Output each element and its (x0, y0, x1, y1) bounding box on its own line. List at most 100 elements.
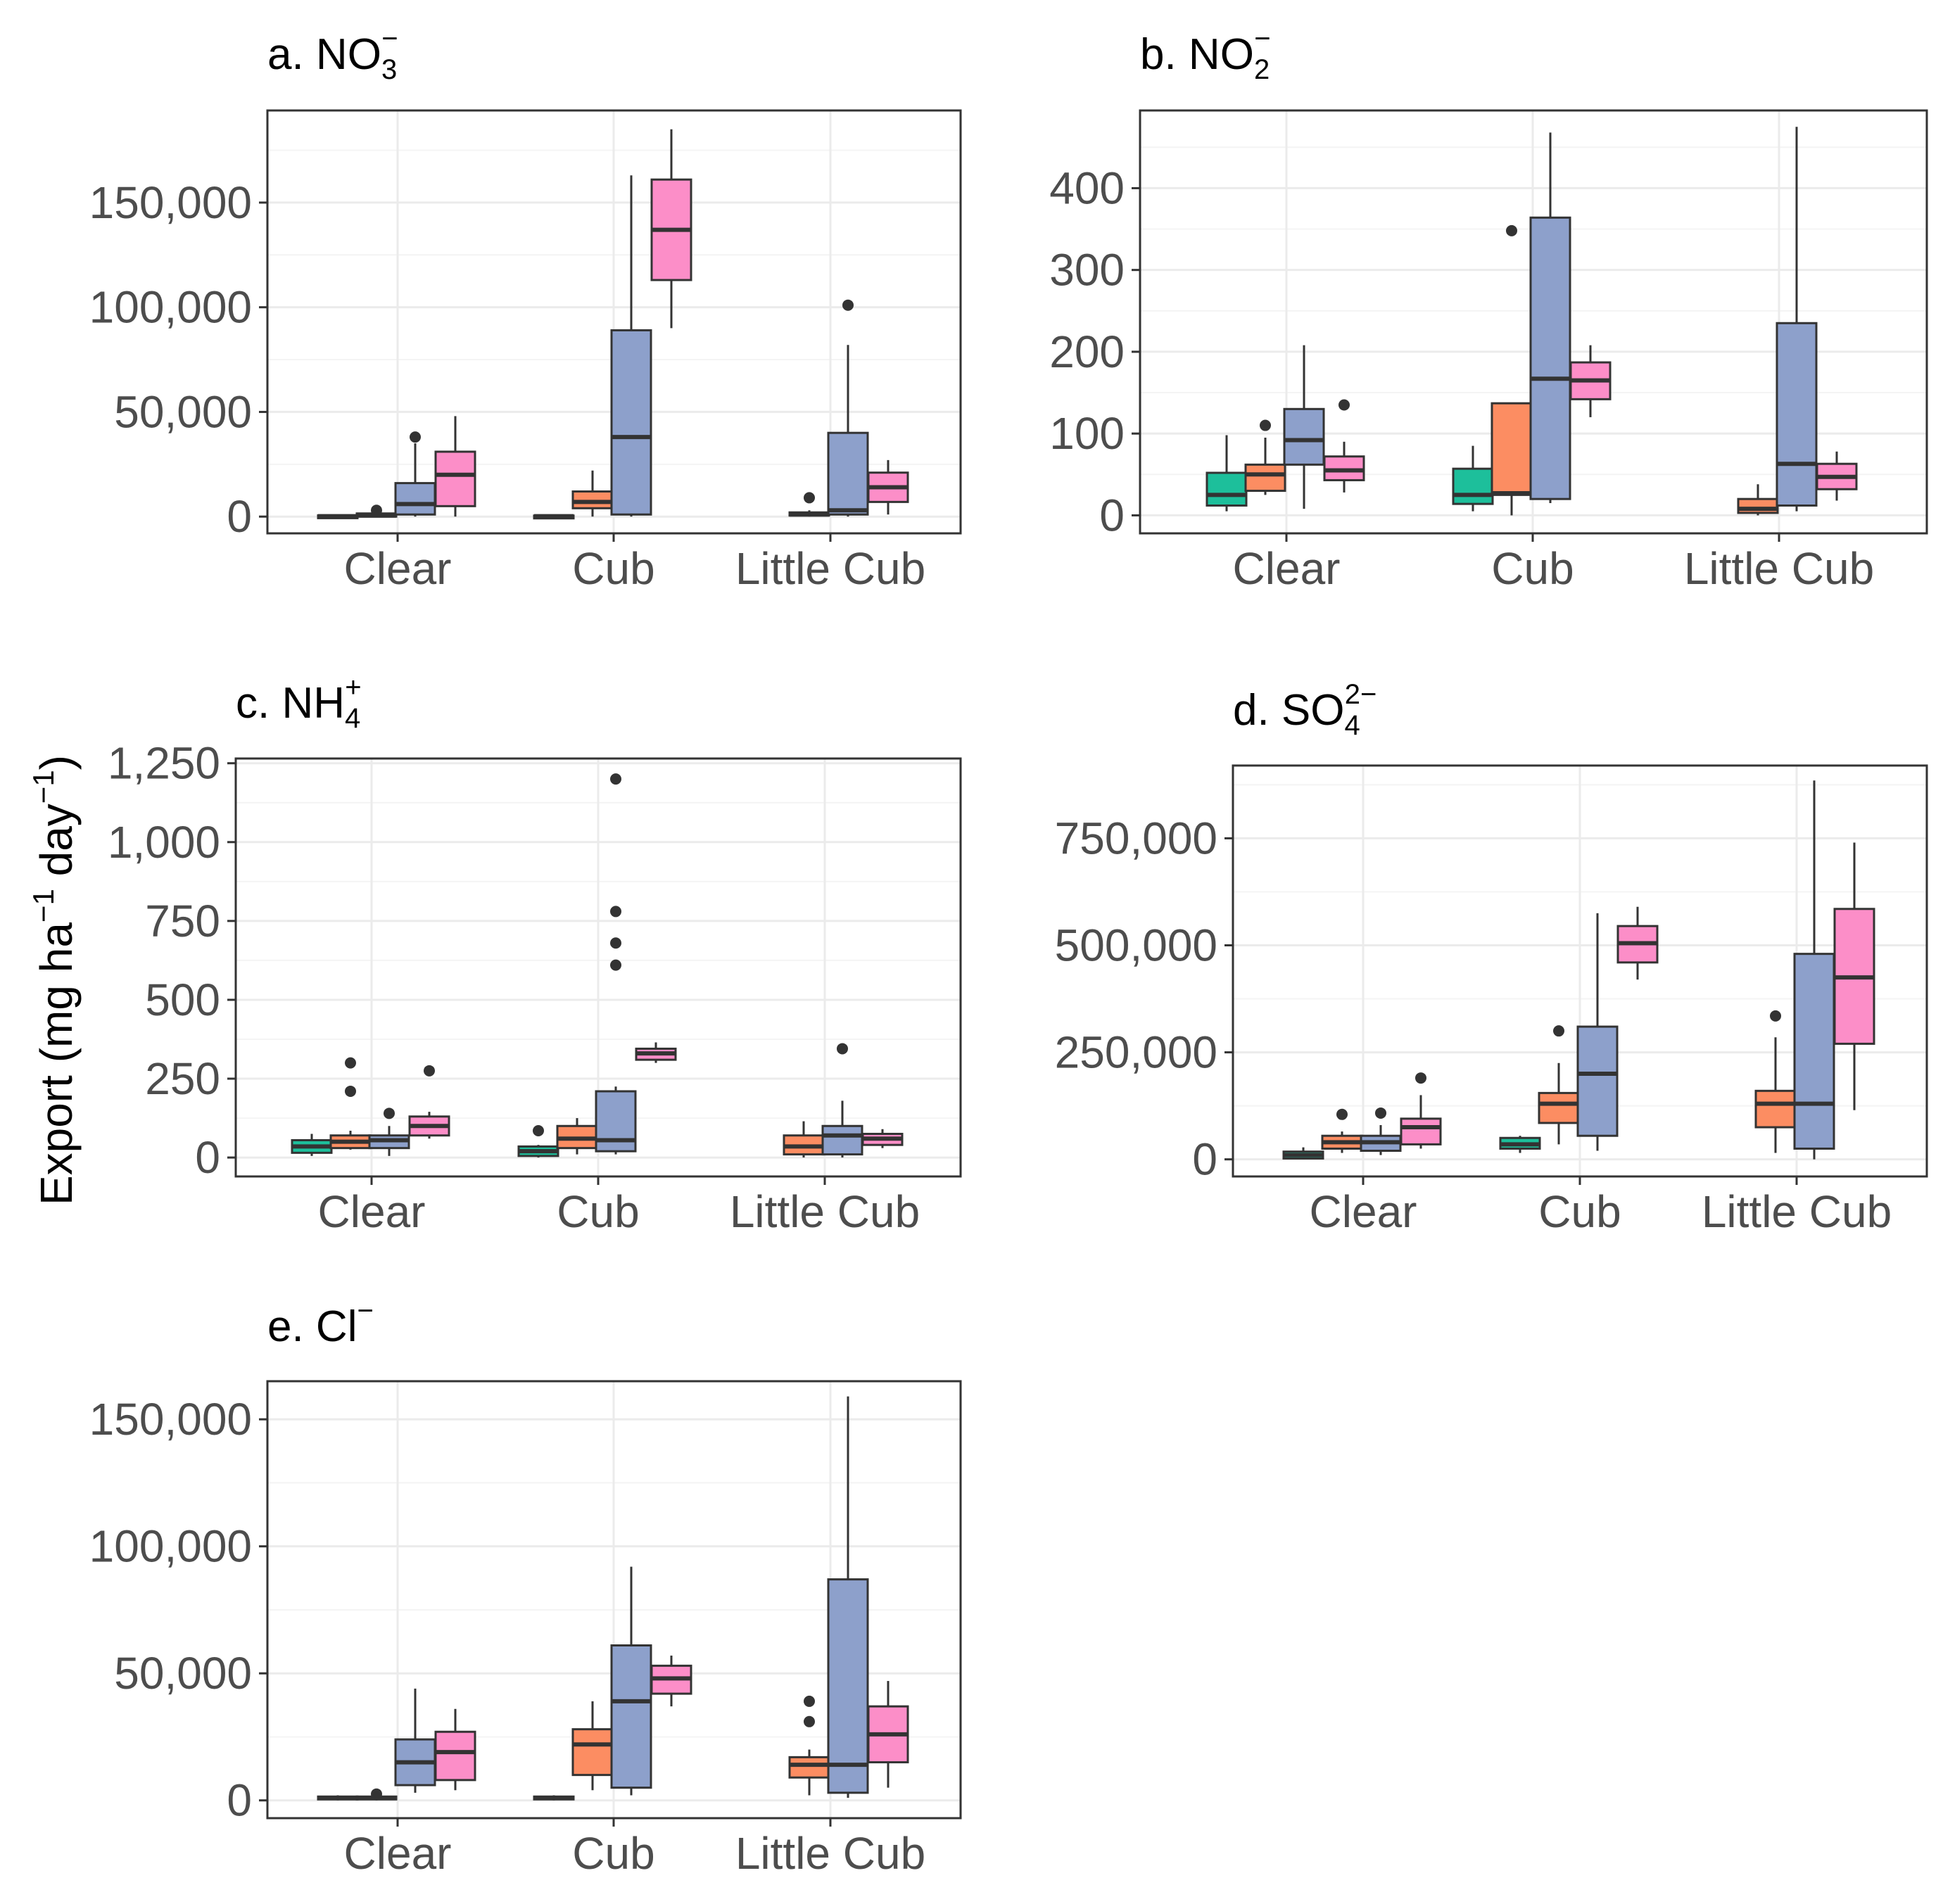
outlier-point (424, 1065, 435, 1077)
box-cub-group3 (610, 175, 652, 517)
x-tick-label: Cub (1538, 1186, 1621, 1237)
title-superscript: 2− (1345, 679, 1377, 710)
x-tick-label: Little Cub (1702, 1186, 1892, 1237)
title-superscript: + (345, 672, 361, 703)
y-axis-label-sup2: −1 (27, 770, 60, 804)
box-iqr (1400, 1117, 1442, 1145)
panel-border (234, 757, 962, 1178)
box-iqr (788, 1756, 830, 1779)
box-cub-group1 (1499, 1136, 1541, 1153)
outlier-point (1506, 224, 1517, 236)
outlier-point (371, 504, 382, 516)
outlier-point (410, 431, 421, 443)
box-clear-group2 (355, 1788, 398, 1801)
outlier-point (533, 1124, 544, 1136)
y-tick-label: 250 (145, 1053, 220, 1104)
panel-b: b. NO2− 0 100 200 300 400 Clear Cub Little Cub (1049, 23, 1928, 594)
y-tick-label: 500 (145, 975, 220, 1025)
title-main: c. NH (236, 679, 345, 728)
box-cub-group4 (650, 129, 692, 329)
box-cub-group4 (650, 1655, 692, 1707)
title-main: e. Cl (267, 1302, 357, 1351)
box-little-cub-group3 (827, 299, 869, 517)
outlier-point (804, 492, 815, 504)
panel-a: a. NO3− 0 50,000 100,000 150,000 Clear Cub Litt… (89, 23, 962, 594)
box-cub-group4 (1616, 906, 1659, 980)
y-tick-label: 100 (1049, 408, 1125, 459)
box-cub-group4 (635, 1042, 677, 1063)
box-iqr (1793, 953, 1835, 1150)
box-little-cub-group2 (1754, 1010, 1797, 1153)
box-iqr (571, 1728, 614, 1777)
box-iqr (1754, 1089, 1797, 1129)
y-tick-label: 0 (195, 1132, 220, 1183)
y-tick-label: 250,000 (1055, 1027, 1217, 1078)
box-clear-group2 (1321, 1108, 1363, 1153)
box-cub-group1 (533, 514, 575, 520)
box-little-cub-group2 (788, 1695, 830, 1796)
box-cub-group2 (571, 470, 614, 517)
box-clear-group1 (1282, 1147, 1324, 1160)
box-little-cub-group3 (821, 1043, 863, 1158)
y-tick-label: 200 (1049, 326, 1125, 377)
box-iqr (1776, 322, 1818, 507)
box-little-cub-group4 (1833, 842, 1875, 1110)
box-clear-group1 (1205, 435, 1248, 512)
box-clear-group3 (394, 1688, 436, 1793)
box-cub-group3 (1576, 913, 1619, 1151)
y-axis-label-sup1: −1 (27, 889, 60, 922)
y-tick-label: 0 (1099, 490, 1125, 540)
x-tick-label: Clear (1310, 1186, 1417, 1237)
title-main: d. SO (1233, 686, 1345, 735)
box-clear-group3 (1283, 345, 1325, 509)
outlier-point (1770, 1010, 1781, 1022)
outlier-point (1375, 1107, 1386, 1119)
box-iqr (610, 1644, 652, 1789)
box-cub-group3 (610, 1566, 652, 1796)
box-clear-group1 (291, 1134, 333, 1156)
y-tick-label: 500,000 (1055, 920, 1217, 971)
box-iqr (1244, 463, 1286, 493)
box-cub-group2 (1538, 1025, 1580, 1145)
y-tick-label: 150,000 (89, 177, 252, 228)
box-iqr (1205, 471, 1248, 507)
box-cub-group1 (1452, 445, 1494, 512)
panel-d-title: d. SO42− (1233, 679, 1376, 741)
box-little-cub-group4 (861, 1129, 904, 1148)
panel-d: d. SO42− 0 250,000 500,000 750,000 Clear Cub Li… (1055, 679, 1928, 1237)
box-little-cub-group2 (788, 492, 830, 517)
outlier-point (1336, 1108, 1348, 1120)
x-tick-label: Little Cub (730, 1186, 920, 1237)
y-tick-label: 0 (227, 491, 252, 542)
y-tick-label: 50,000 (114, 386, 252, 437)
x-tick-label: Cub (557, 1186, 639, 1237)
box-iqr (1283, 407, 1325, 466)
box-little-cub-group4 (1816, 451, 1858, 501)
box-little-cub-group3 (1793, 780, 1835, 1160)
box-iqr (394, 482, 436, 516)
outlier-point (804, 1715, 815, 1727)
x-tick-label: Clear (344, 1828, 452, 1879)
y-tick-label: 750,000 (1055, 813, 1217, 863)
y-tick-label: 100,000 (89, 282, 252, 333)
y-tick-label: 50,000 (114, 1648, 252, 1699)
outlier-point (610, 959, 621, 971)
box-cub-group4 (1569, 345, 1612, 417)
box-clear-group2 (329, 1057, 372, 1150)
title-main: a. NO (267, 30, 381, 79)
y-tick-label: 1,000 (108, 817, 220, 868)
outlier-point (610, 773, 621, 785)
box-clear-group4 (434, 1708, 476, 1791)
title-subscript: 4 (1345, 710, 1360, 741)
y-tick-label: 750 (145, 896, 220, 946)
x-tick-label: Cub (572, 1828, 654, 1879)
box-clear-group3 (368, 1108, 410, 1156)
box-clear-group3 (1360, 1107, 1402, 1155)
outlier-point (1553, 1025, 1564, 1037)
box-cub-group1 (517, 1124, 559, 1158)
box-cub-group2 (1491, 224, 1533, 516)
y-tick-label: 150,000 (89, 1394, 252, 1445)
box-clear-group2 (355, 504, 398, 518)
x-tick-label: Clear (344, 543, 452, 594)
